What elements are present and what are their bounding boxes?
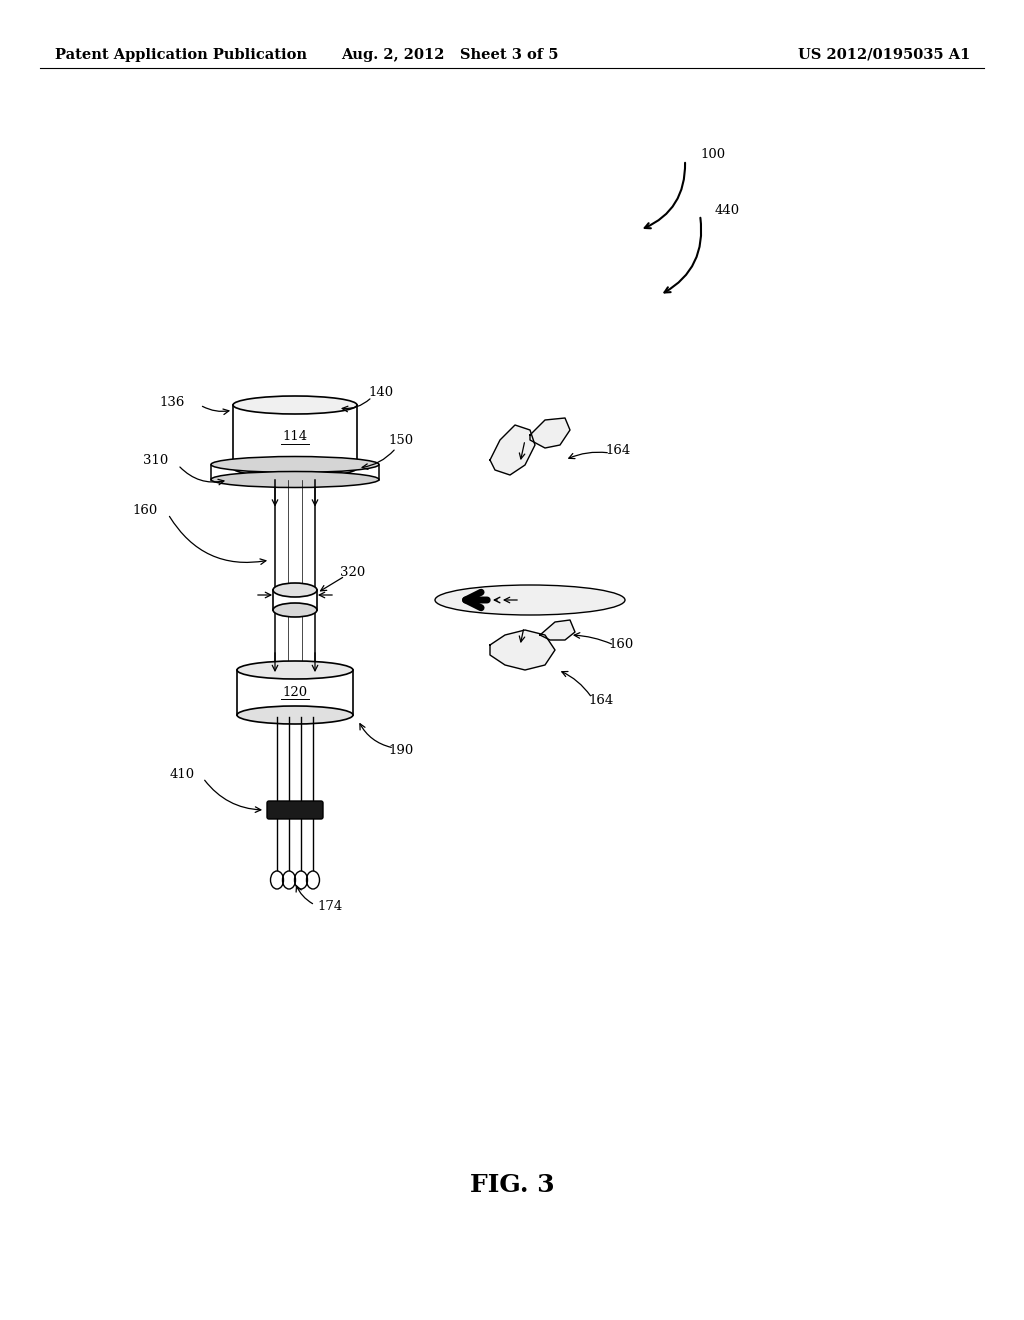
Polygon shape: [530, 418, 570, 447]
Text: 410: 410: [170, 768, 195, 781]
Text: 120: 120: [283, 686, 307, 700]
Text: 164: 164: [588, 693, 613, 706]
Text: 440: 440: [715, 203, 740, 216]
Polygon shape: [490, 425, 535, 475]
Text: 150: 150: [388, 433, 413, 446]
Ellipse shape: [233, 396, 357, 414]
Text: 190: 190: [388, 743, 414, 756]
Text: 160: 160: [608, 639, 633, 652]
Ellipse shape: [233, 459, 357, 477]
Text: 114: 114: [283, 430, 307, 444]
Text: US 2012/0195035 A1: US 2012/0195035 A1: [798, 48, 970, 62]
Ellipse shape: [237, 706, 353, 723]
Text: 320: 320: [340, 565, 366, 578]
Text: 174: 174: [317, 900, 343, 913]
Polygon shape: [540, 620, 575, 640]
Polygon shape: [490, 630, 555, 671]
Text: Aug. 2, 2012   Sheet 3 of 5: Aug. 2, 2012 Sheet 3 of 5: [341, 48, 559, 62]
Ellipse shape: [273, 603, 317, 616]
Text: 164: 164: [605, 444, 630, 457]
Text: 140: 140: [368, 387, 393, 400]
Text: 310: 310: [142, 454, 168, 466]
Ellipse shape: [273, 583, 317, 597]
Text: 136: 136: [160, 396, 185, 408]
Text: FIG. 3: FIG. 3: [470, 1173, 554, 1197]
Text: Patent Application Publication: Patent Application Publication: [55, 48, 307, 62]
Ellipse shape: [211, 471, 379, 487]
FancyBboxPatch shape: [267, 801, 323, 818]
Text: 160: 160: [133, 503, 158, 516]
Ellipse shape: [211, 457, 379, 473]
Ellipse shape: [237, 661, 353, 678]
Ellipse shape: [435, 585, 625, 615]
Text: 100: 100: [700, 149, 725, 161]
